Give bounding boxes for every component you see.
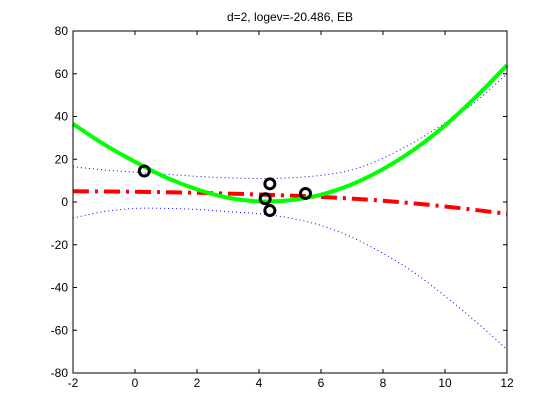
- y-tick-label: -80: [51, 366, 69, 380]
- x-tick-label: -2: [68, 376, 79, 390]
- data-point-marker: [137, 164, 151, 178]
- chart-title: d=2, logev=-20.486, EB: [227, 10, 353, 24]
- y-tick-label: 40: [55, 110, 69, 124]
- data-point-marker: [258, 192, 272, 206]
- y-tick-label: -60: [51, 323, 69, 337]
- y-tick-label: 20: [55, 152, 69, 166]
- x-tick-label: 12: [500, 376, 514, 390]
- y-tick-label: -40: [51, 281, 69, 295]
- data-point-marker: [299, 186, 312, 200]
- data-point-marker: [263, 177, 277, 191]
- data-point-marker: [263, 204, 277, 218]
- series-line-dashdot: [72, 189, 508, 216]
- markers-layer: [137, 164, 312, 218]
- y-tick-label: 80: [55, 24, 69, 38]
- x-tick-label: 2: [194, 376, 201, 390]
- x-tick-label: 4: [256, 376, 263, 390]
- y-tick-label: 60: [55, 67, 69, 81]
- x-tick-label: 6: [318, 376, 325, 390]
- x-tick-label: 0: [132, 376, 139, 390]
- y-tick-label: 0: [61, 195, 68, 209]
- x-tick-label: 10: [438, 376, 452, 390]
- x-tick-label: 8: [380, 376, 387, 390]
- y-tick-label: -20: [51, 238, 69, 252]
